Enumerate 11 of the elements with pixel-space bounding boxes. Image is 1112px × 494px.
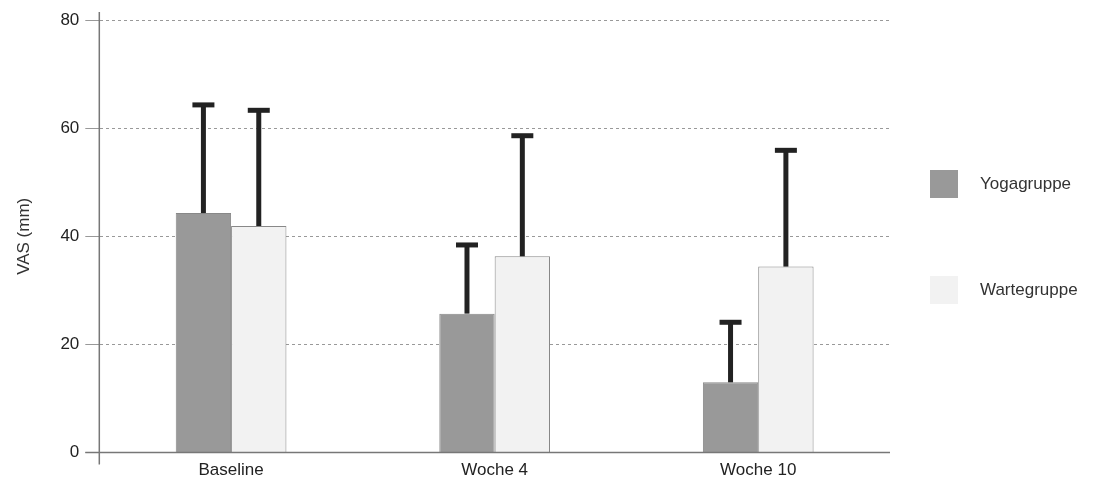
y-axis-title: VAS (mm) xyxy=(13,197,33,275)
y-tick-label: 40 xyxy=(60,225,80,245)
legend-label: Yogagruppe xyxy=(980,174,1072,194)
y-tick-label: 60 xyxy=(60,117,80,137)
x-tick-label: Woche 10 xyxy=(720,460,797,480)
y-tick-label: 20 xyxy=(60,334,80,354)
x-tick-label: Woche 4 xyxy=(461,460,529,480)
y-tick-label: 0 xyxy=(69,442,80,462)
y-tick-label: 80 xyxy=(60,9,80,29)
legend-label: Wartegruppe xyxy=(980,280,1078,300)
x-tick-label: Baseline xyxy=(198,460,264,480)
